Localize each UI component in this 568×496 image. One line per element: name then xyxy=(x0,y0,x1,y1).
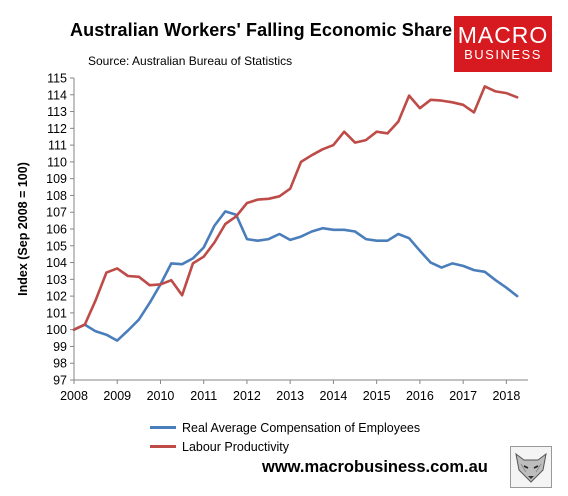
y-tick-label: 100 xyxy=(46,323,67,337)
y-tick-label: 104 xyxy=(46,256,67,270)
y-tick-label: 112 xyxy=(47,122,67,136)
fox-mascot-icon xyxy=(510,446,552,488)
y-tick-label: 108 xyxy=(46,189,67,203)
y-tick-label: 102 xyxy=(46,290,67,304)
legend-swatch-productivity xyxy=(150,445,176,448)
y-tick-label: 114 xyxy=(47,88,67,102)
x-tick-label: 2016 xyxy=(406,389,434,403)
chart-source: Source: Australian Bureau of Statistics xyxy=(88,54,293,68)
y-tick-label: 97 xyxy=(53,374,67,388)
y-tick-label: 101 xyxy=(46,306,67,320)
y-axis-label: Index (Sep 2008 = 100) xyxy=(16,162,30,296)
x-tick-label: 2010 xyxy=(147,389,175,403)
x-tick-label: 2018 xyxy=(492,389,520,403)
y-tick-label: 110 xyxy=(47,155,67,169)
y-tick-label: 107 xyxy=(46,206,67,220)
chart-title: Australian Workers' Falling Economic Sha… xyxy=(70,20,453,40)
chart-legend: Real Average Compensation of Employees L… xyxy=(150,418,420,456)
x-tick-label: 2009 xyxy=(103,389,131,403)
legend-item-productivity: Labour Productivity xyxy=(150,437,420,456)
x-tick-label: 2008 xyxy=(60,389,88,403)
line-chart: 97 98 99 100 101 102 103 104 105 106 107 108 109 110 1… xyxy=(16,72,528,403)
logo-line-2: BUSINESS xyxy=(464,47,542,62)
x-tick-label: 2013 xyxy=(276,389,304,403)
x-tick-label: 2015 xyxy=(363,389,391,403)
y-tick-label: 115 xyxy=(47,72,67,86)
legend-label-compensation: Real Average Compensation of Employees xyxy=(182,420,421,435)
series-line-productivity xyxy=(72,85,519,332)
y-tick-label: 105 xyxy=(46,239,67,253)
series-line-compensation xyxy=(72,210,519,342)
y-tick-label: 103 xyxy=(46,273,67,287)
x-tick-label: 2017 xyxy=(449,389,477,403)
y-tick-label: 99 xyxy=(53,340,67,354)
x-tick-label: 2012 xyxy=(233,389,261,403)
y-tick-label: 109 xyxy=(46,172,67,186)
legend-swatch-compensation xyxy=(150,426,176,429)
x-tick-label: 2011 xyxy=(190,389,217,403)
legend-item-compensation: Real Average Compensation of Employees xyxy=(150,418,420,437)
legend-label-productivity: Labour Productivity xyxy=(182,439,290,454)
logo-line-1: MACRO xyxy=(457,22,549,48)
website-url: www.macrobusiness.com.au xyxy=(262,458,488,476)
macrobusiness-logo: MACRO BUSINESS xyxy=(454,16,552,72)
y-tick-label: 113 xyxy=(47,105,67,119)
y-tick-label: 98 xyxy=(53,357,67,371)
y-tick-label: 111 xyxy=(48,139,67,153)
x-tick-label: 2014 xyxy=(320,389,348,403)
y-tick-label: 106 xyxy=(46,223,67,237)
